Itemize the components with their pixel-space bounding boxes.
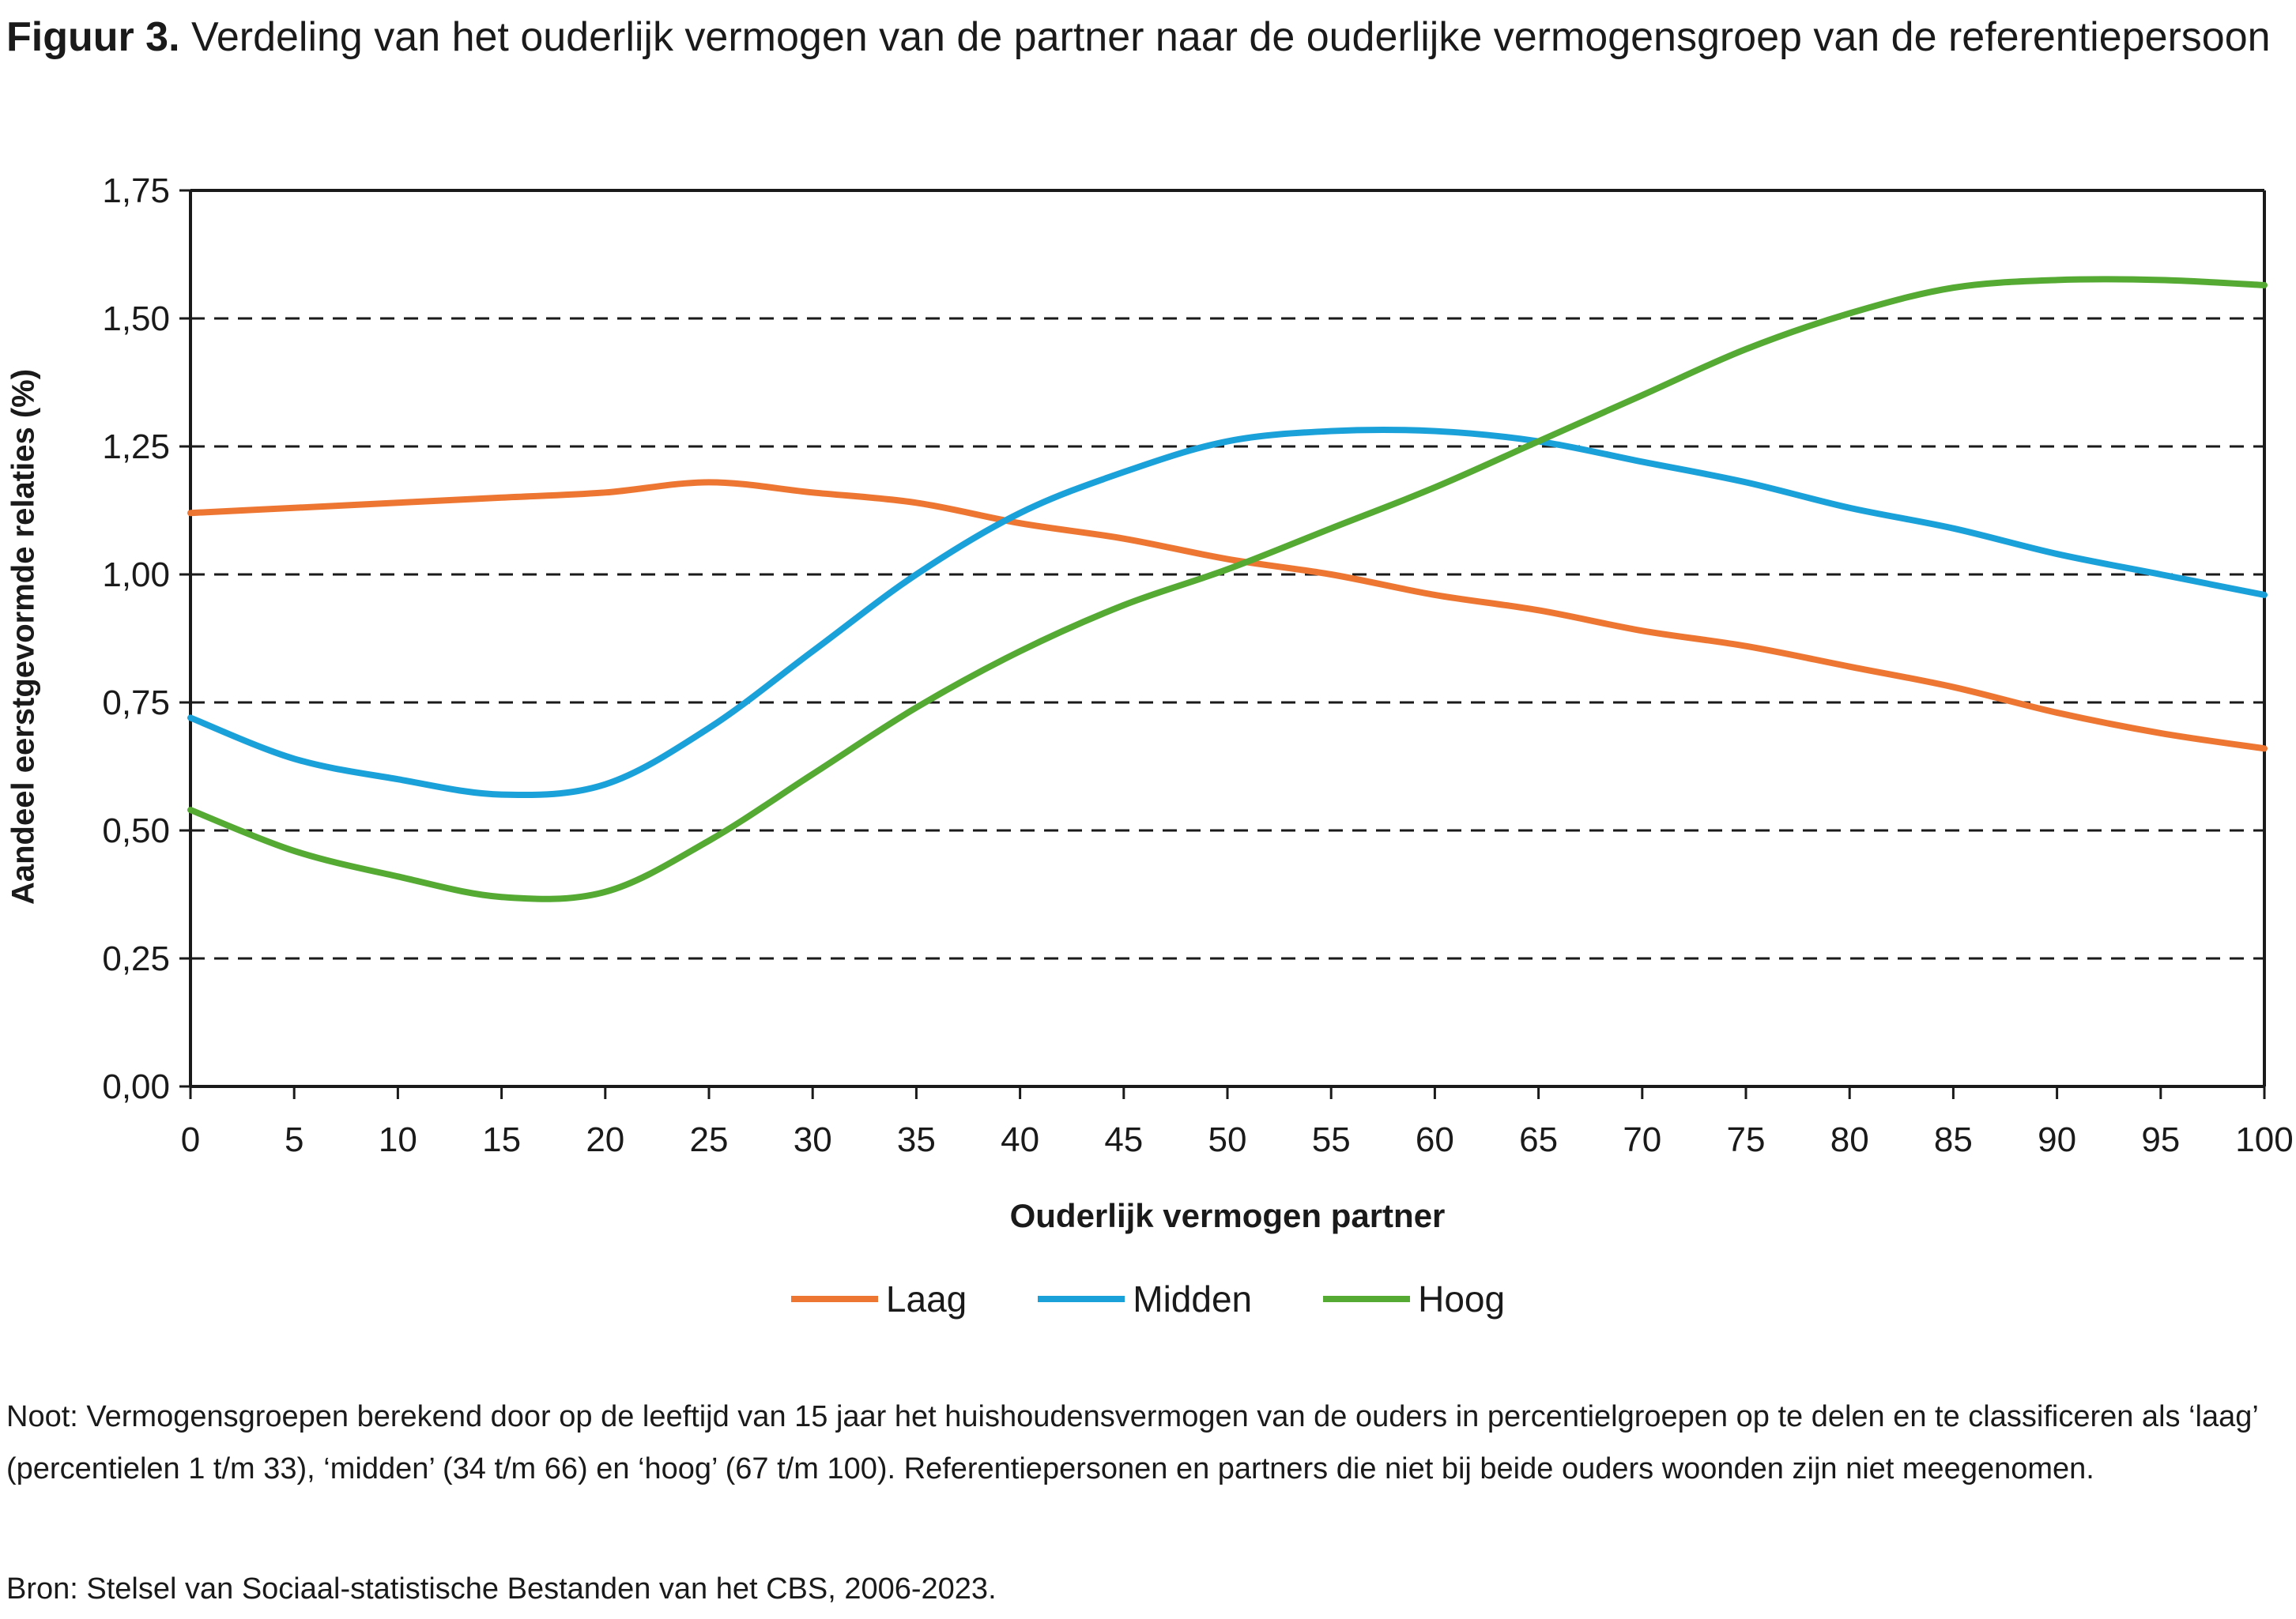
x-tick-label: 95 [2141, 1120, 2180, 1159]
title-text: Verdeling van het ouderlijk vermogen van… [191, 14, 2271, 60]
x-axis-label: Ouderlijk vermogen partner [1009, 1197, 1446, 1234]
source-note: Bron: Stelsel van Sociaal-statistische B… [6, 1572, 997, 1606]
x-tick-label: 35 [897, 1120, 936, 1159]
x-tick-label: 55 [1312, 1120, 1351, 1159]
legend-swatch-laag [790, 1296, 878, 1302]
x-tick-label: 5 [285, 1120, 303, 1159]
x-tick-label: 0 [181, 1120, 200, 1159]
legend-label-midden: Midden [1133, 1278, 1253, 1320]
y-tick-label: 1,25 [102, 427, 170, 466]
y-tick-label: 0,00 [102, 1067, 170, 1106]
x-tick-label: 75 [1727, 1120, 1766, 1159]
x-tick-label: 15 [482, 1120, 521, 1159]
legend-label-laag: Laag [885, 1278, 967, 1320]
y-tick-label: 1,50 [102, 299, 170, 338]
x-tick-label: 25 [690, 1120, 729, 1159]
x-tick-label: 50 [1208, 1120, 1247, 1159]
y-tick-label: 0,50 [102, 811, 170, 850]
x-tick-label: 100 [2235, 1120, 2293, 1159]
legend-swatch-midden [1038, 1296, 1125, 1302]
series-line-laag [187, 479, 2268, 752]
y-tick-label: 1,75 [102, 171, 170, 210]
legend: Laag Midden Hoog [0, 1278, 2296, 1320]
y-tick-label: 1,00 [102, 555, 170, 594]
legend-swatch-hoog [1323, 1296, 1411, 1302]
legend-item-midden: Midden [1038, 1278, 1252, 1320]
x-tick-label: 40 [1001, 1120, 1039, 1159]
y-tick-label: 0,75 [102, 683, 170, 722]
footnote: Noot: Vermogensgroepen berekend door op … [6, 1400, 2258, 1485]
x-tick-label: 65 [1519, 1120, 1558, 1159]
y-axis-label: Aandeel eerstgevormde relaties (%) [6, 368, 41, 906]
y-tick-label: 0,25 [102, 939, 170, 978]
x-tick-label: 10 [379, 1120, 417, 1159]
x-tick-label: 85 [1934, 1120, 1973, 1159]
x-tick-label: 30 [794, 1120, 832, 1159]
legend-item-laag: Laag [790, 1278, 967, 1320]
x-tick-label: 70 [1623, 1120, 1661, 1159]
series-line-midden [187, 426, 2268, 799]
chart-title: Figuur 3. Verdeling van het ouderlijk ve… [6, 2, 2290, 73]
legend-label-hoog: Hoog [1418, 1278, 1506, 1320]
legend-item-hoog: Hoog [1323, 1278, 1505, 1320]
x-tick-label: 80 [1830, 1120, 1869, 1159]
x-tick-label: 45 [1104, 1120, 1143, 1159]
x-tick-label: 90 [2038, 1120, 2076, 1159]
figure-label: Figuur 3. [6, 14, 180, 60]
x-tick-label: 60 [1416, 1120, 1454, 1159]
series-line-hoog [187, 276, 2268, 902]
x-tick-label: 20 [586, 1120, 624, 1159]
